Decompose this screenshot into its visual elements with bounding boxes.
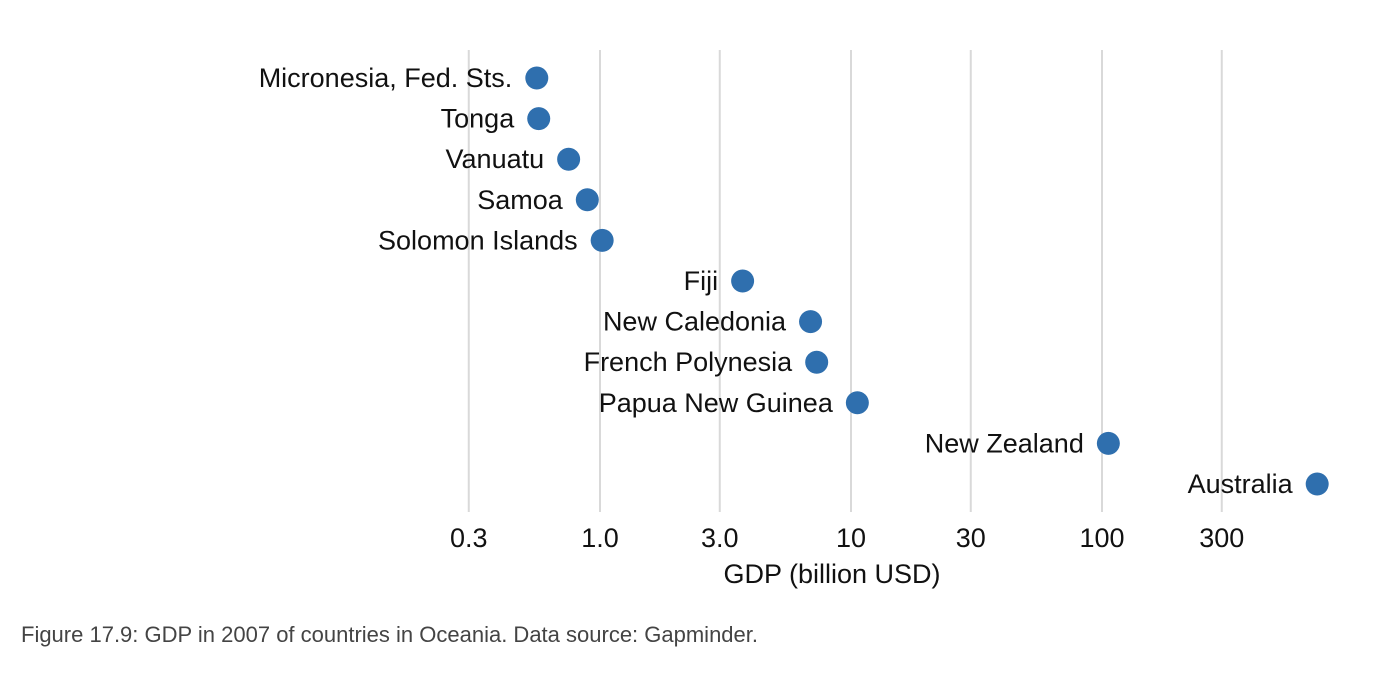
country-label: Tonga (441, 104, 516, 134)
x-tick-label: 3.0 (701, 523, 739, 553)
country-label: French Polynesia (584, 347, 794, 377)
country-label: Solomon Islands (378, 225, 578, 255)
x-tick-label: 0.3 (450, 523, 488, 553)
country-label: Vanuatu (446, 144, 545, 174)
data-point (557, 147, 581, 171)
country-label: Fiji (684, 266, 719, 296)
data-point (527, 107, 551, 131)
points-layer (525, 66, 1329, 496)
data-point (1096, 431, 1120, 455)
country-label: Micronesia, Fed. Sts. (259, 63, 513, 93)
data-point (525, 66, 549, 90)
data-point (805, 350, 829, 374)
x-tick-label: 100 (1079, 523, 1124, 553)
country-label: Australia (1188, 469, 1294, 499)
data-point (799, 310, 823, 334)
data-point (575, 188, 599, 212)
x-tick-label: 30 (956, 523, 986, 553)
x-axis-ticks: 0.3 1.0 3.0 10 30 100 300 (450, 523, 1244, 553)
data-point (845, 391, 869, 415)
country-label: Samoa (477, 185, 564, 215)
x-tick-label: 10 (836, 523, 866, 553)
x-tick-label: 1.0 (581, 523, 619, 553)
gdp-dot-chart: Micronesia, Fed. Sts. Tonga Vanuatu Samoa So… (259, 50, 1329, 589)
data-point (590, 228, 614, 252)
figure-caption: Figure 17.9: GDP in 2007 of countries in… (21, 622, 758, 647)
x-axis-title: GDP (billion USD) (723, 559, 940, 589)
country-label: New Zealand (925, 428, 1084, 458)
grid-layer (467, 50, 1223, 512)
x-tick-label: 300 (1199, 523, 1244, 553)
country-label: Papua New Guinea (599, 388, 834, 418)
country-label: New Caledonia (603, 307, 787, 337)
data-point (731, 269, 755, 293)
data-point (1305, 472, 1329, 496)
country-labels-layer: Micronesia, Fed. Sts. Tonga Vanuatu Samoa So… (259, 63, 1294, 499)
